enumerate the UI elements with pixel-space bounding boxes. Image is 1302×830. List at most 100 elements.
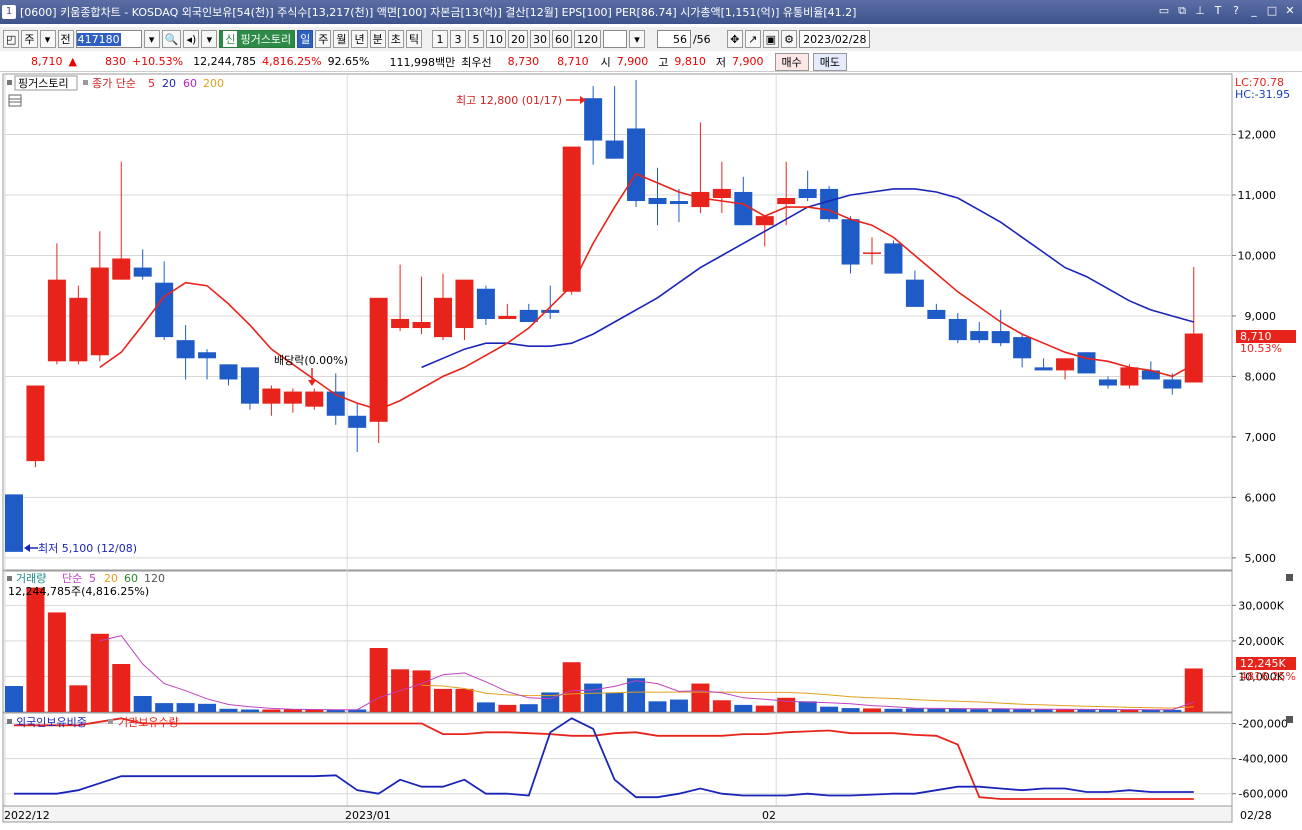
table-icon[interactable] [8, 94, 22, 107]
candle-body [648, 198, 667, 205]
volume-bar [1034, 709, 1053, 712]
price-tick-label: 11,000 [1238, 189, 1277, 202]
stock-code-input[interactable]: 417180 [75, 30, 142, 48]
candle-body [541, 309, 560, 313]
window-title: [0600] 키움종합차트 - KOSDAQ 외국인보유[54(천)] 주식수[… [20, 6, 857, 19]
save-icon[interactable]: ▣ [762, 30, 780, 48]
candle-body [455, 279, 474, 329]
volume-bar [927, 708, 946, 712]
volume-tick-label: 10,000K [1238, 670, 1284, 683]
legend-ma-marker [83, 80, 88, 85]
interval-30[interactable]: 30 [529, 30, 550, 48]
help-icon[interactable]: ? [1233, 4, 1239, 17]
hold-panel-close-icon[interactable] [1286, 716, 1293, 723]
code-dropdown-icon[interactable]: ▾ [143, 30, 160, 48]
crosshair-icon[interactable]: ✥ [726, 30, 743, 48]
volume-bar [627, 678, 646, 712]
stock-chart[interactable]: 핑거스토리 종가 단순 5 20 60 200 LC:70.78 HC:-31.… [0, 72, 1302, 830]
stock-name-button[interactable]: 신 핑거스토리 [219, 30, 296, 48]
speaker-dropdown-icon[interactable]: ▾ [201, 30, 218, 48]
search-icon[interactable]: 🔍 [161, 30, 182, 48]
volume-bars [5, 587, 1203, 712]
minimize-icon[interactable]: _ [1251, 4, 1257, 17]
period-minute[interactable]: 분 [369, 30, 386, 48]
last-price-tag: 8,710 [1240, 330, 1272, 343]
foreign-holding-line [14, 717, 1194, 799]
interval-1[interactable]: 1 [431, 30, 448, 48]
trade-amount: 111,998백만 [389, 55, 456, 69]
volume-bar [884, 708, 903, 712]
interval-custom-input[interactable] [602, 30, 627, 48]
x-axis: 2022/12 2023/01 02 02/28 [4, 809, 1272, 822]
period-day[interactable]: 일 [297, 30, 314, 48]
interval-5[interactable]: 5 [467, 30, 484, 48]
sell-button[interactable]: 매도 [812, 52, 847, 71]
window-number: 1 [2, 5, 16, 19]
price-tick-label: 8,000 [1245, 370, 1277, 383]
close-icon[interactable]: ✕ [1285, 4, 1295, 17]
main-selector[interactable]: 주 [21, 30, 38, 48]
volume-bar [1013, 709, 1032, 712]
candle-body [584, 98, 603, 141]
candle-body [262, 388, 281, 404]
restore-icon[interactable]: ▭ [1158, 4, 1170, 17]
volume-bar [755, 705, 774, 712]
candle-body [1098, 379, 1117, 386]
bid-price: 8,710 [557, 55, 589, 68]
volume-bar [326, 709, 345, 712]
quote-bar: 8,710 ▲ 830 +10.53% 12,244,785 4,816.25%… [0, 52, 1302, 72]
candle-body [905, 279, 924, 307]
lc-label: LC:70.78 [1235, 76, 1284, 89]
full-button[interactable]: 전 [57, 30, 74, 48]
interval-20[interactable]: 20 [507, 30, 528, 48]
font-icon[interactable]: T [1214, 4, 1222, 17]
current-price: 8,710 [31, 55, 63, 68]
chart-toolbar: ◰ 주 ▾ 전 417180 ▾ 🔍 ◂) ▾ 신 핑거스토리 일 주 월 년 … [0, 27, 1302, 51]
date-input[interactable]: 2023/02/28 [799, 30, 871, 48]
tile-icon[interactable]: ⧉ [1178, 4, 1186, 17]
hold-legend-marker [7, 719, 12, 724]
chart-type-icon[interactable]: ◰ [3, 30, 20, 48]
holding-y-axis: -200,000 -400,000 -600,000 [1232, 718, 1288, 801]
settings-icon[interactable]: ⚙ [781, 30, 798, 48]
candle-body [605, 140, 624, 159]
pin-icon[interactable]: ⊥ [1195, 4, 1205, 17]
candle-body [691, 191, 710, 208]
cursor-icon[interactable]: ↗ [744, 30, 761, 48]
volume-bar [240, 709, 259, 712]
period-month[interactable]: 월 [333, 30, 350, 48]
period-tick[interactable]: 틱 [405, 30, 422, 48]
volume-bar [26, 587, 45, 712]
volume-bar [498, 704, 517, 712]
ma5-line [99, 172, 1195, 411]
volume-bar [948, 708, 967, 712]
volume-bar [198, 703, 217, 712]
speaker-icon[interactable]: ◂) [183, 30, 200, 48]
vol-panel-close-icon[interactable] [1286, 574, 1293, 581]
volume-bar [1163, 709, 1182, 712]
dropdown-icon[interactable]: ▾ [39, 30, 56, 48]
candle-body [283, 391, 302, 404]
volume-bar [412, 670, 431, 712]
interval-10[interactable]: 10 [485, 30, 506, 48]
candle-body [112, 258, 131, 280]
interval-dropdown-icon[interactable]: ▾ [628, 30, 645, 48]
volume-bar [283, 709, 302, 712]
candle-body [734, 191, 753, 226]
interval-3[interactable]: 3 [449, 30, 466, 48]
volume-bar [777, 697, 796, 712]
maximize-icon[interactable]: □ [1266, 4, 1278, 17]
high-price: 9,810 [674, 55, 706, 68]
period-second[interactable]: 초 [387, 30, 404, 48]
period-week[interactable]: 주 [315, 30, 332, 48]
legend-stock-name: 핑거스토리 [18, 77, 69, 90]
period-year[interactable]: 년 [351, 30, 368, 48]
interval-60[interactable]: 60 [551, 30, 572, 48]
interval-120[interactable]: 120 [573, 30, 601, 48]
count-input[interactable]: 56 [656, 30, 691, 48]
window-controls: ▭ ⧉ ⊥ T ? _ □ ✕ [1158, 4, 1296, 18]
volume-bar [476, 702, 495, 712]
buy-button[interactable]: 매수 [774, 52, 809, 71]
volume-bar [519, 704, 538, 712]
volume-bar [605, 692, 624, 712]
